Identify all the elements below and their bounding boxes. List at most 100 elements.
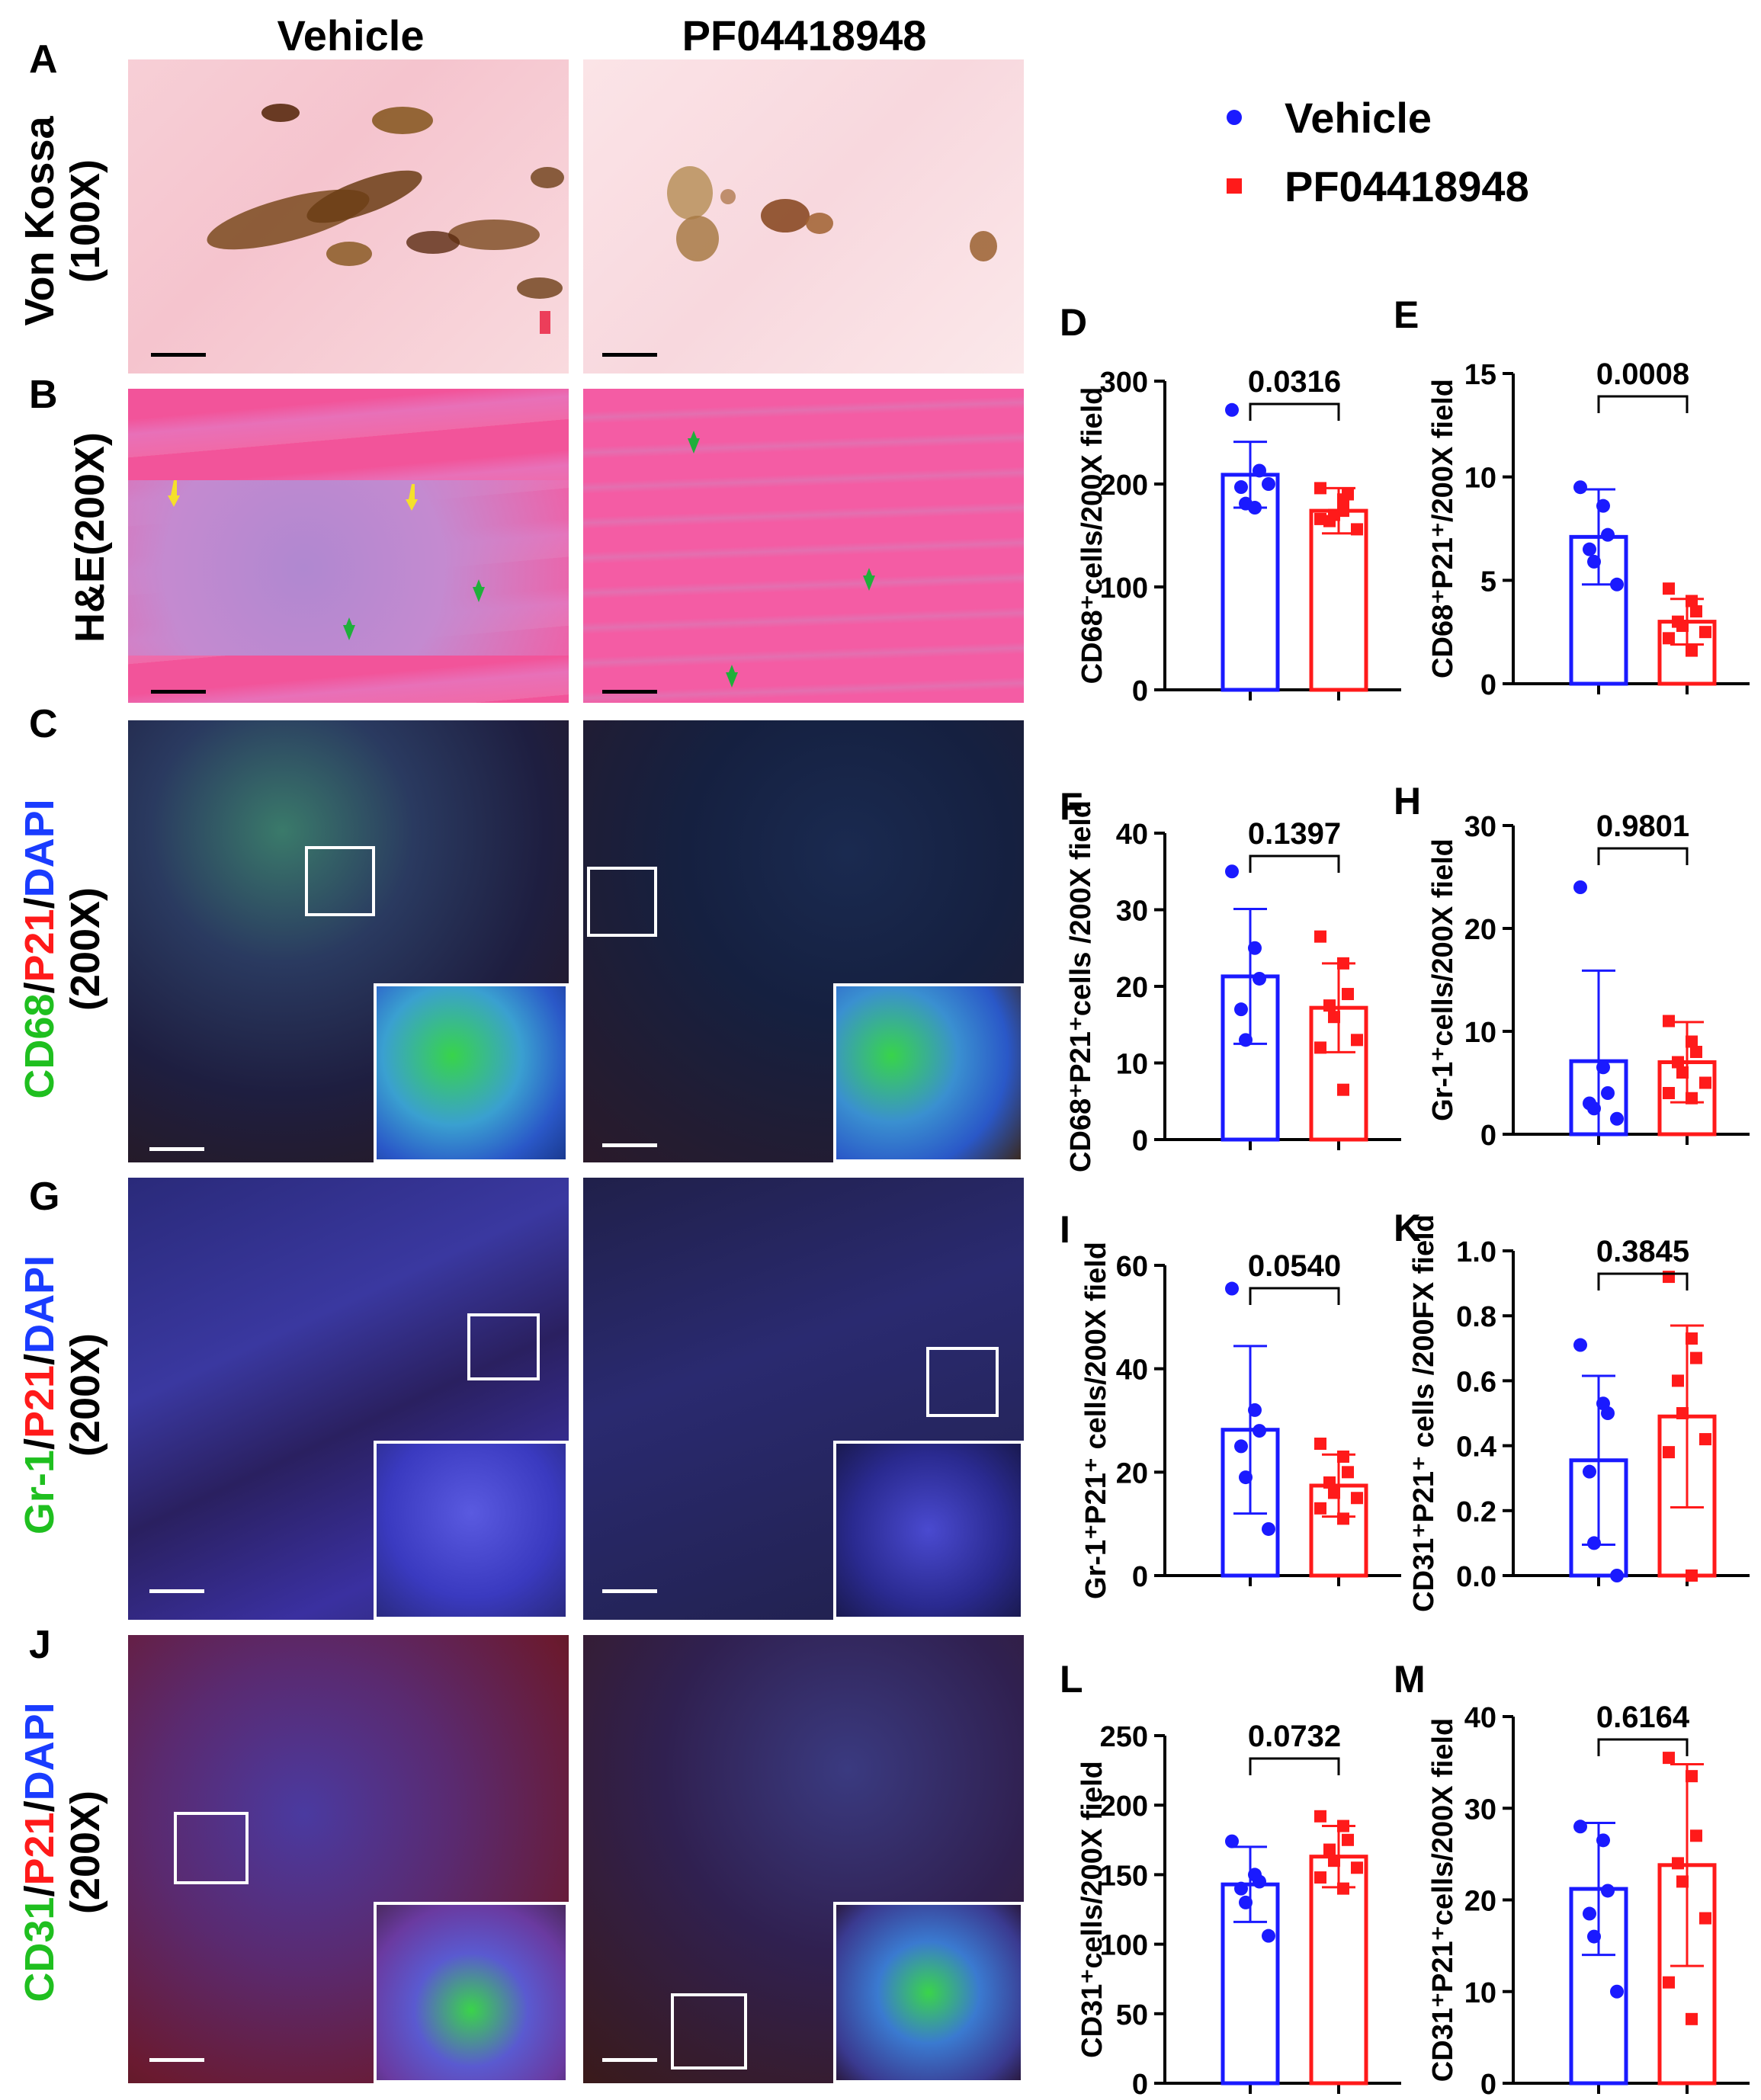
data-point bbox=[1573, 880, 1587, 894]
scale-bar bbox=[602, 2058, 657, 2062]
chart-l: L 0 50 100 150 200 250 CD31⁺cells/200X field 0.0… bbox=[1060, 1658, 1401, 2100]
y-axis-label: CD68⁺cells/200X field bbox=[1076, 387, 1108, 685]
cd31-treated-image bbox=[583, 1635, 1024, 2083]
data-point bbox=[1690, 1829, 1702, 1842]
data-point bbox=[1601, 1086, 1615, 1100]
cd31-treated-inset bbox=[833, 1902, 1024, 2083]
y-tick-label: 0 bbox=[1480, 2069, 1496, 2100]
p-value: 0.0008 bbox=[1596, 357, 1689, 391]
data-point bbox=[1610, 577, 1624, 592]
y-tick-label: 100 bbox=[1100, 572, 1148, 604]
data-point bbox=[1342, 1833, 1354, 1846]
panel-letter: I bbox=[1060, 1208, 1070, 1251]
panel-letter-j: J bbox=[29, 1623, 51, 1667]
data-point bbox=[1676, 620, 1689, 633]
cd68-treated-image bbox=[583, 720, 1024, 1162]
data-point bbox=[1262, 477, 1275, 491]
data-point bbox=[1610, 1111, 1624, 1126]
y-axis-label: CD68⁺P21⁺/200X field bbox=[1427, 379, 1459, 678]
p-value: 0.0732 bbox=[1248, 1720, 1341, 1753]
y-tick-label: 0.2 bbox=[1456, 1496, 1496, 1528]
y-tick-label: 10 bbox=[1464, 463, 1496, 495]
significance-bracket bbox=[1597, 847, 1689, 865]
vonkossa-treated-image bbox=[583, 59, 1024, 374]
scale-bar bbox=[149, 2058, 204, 2062]
data-point bbox=[1587, 1101, 1601, 1116]
data-point bbox=[1328, 1486, 1340, 1499]
data-point bbox=[1573, 1819, 1587, 1834]
vonkossa-vehicle-texture bbox=[207, 104, 564, 334]
panel-letter: H bbox=[1394, 780, 1421, 822]
y-tick-label: 40 bbox=[1116, 819, 1148, 851]
data-point bbox=[1663, 1446, 1675, 1459]
data-point bbox=[1663, 582, 1675, 595]
data-point bbox=[1314, 482, 1326, 495]
y-tick-label: 30 bbox=[1116, 896, 1148, 928]
data-point bbox=[1225, 864, 1239, 879]
scale-bar bbox=[151, 353, 206, 357]
scale-bar bbox=[602, 1143, 657, 1147]
legend-label-vehicle: Vehicle bbox=[1285, 94, 1432, 142]
y-tick-label: 20 bbox=[1464, 914, 1496, 946]
data-point bbox=[1351, 523, 1363, 536]
scale-bar bbox=[602, 353, 657, 357]
data-point bbox=[1253, 971, 1266, 986]
y-tick-label: 10 bbox=[1116, 1049, 1148, 1081]
scale-bar bbox=[149, 1589, 204, 1593]
inset-region-box bbox=[305, 846, 375, 916]
cd31-vehicle-image bbox=[128, 1635, 569, 2083]
data-point bbox=[1690, 1046, 1702, 1058]
data-point bbox=[1663, 1976, 1675, 1989]
y-tick-label: 0.4 bbox=[1456, 1432, 1496, 1464]
panel-letter: E bbox=[1394, 293, 1419, 336]
cd68-vehicle-image bbox=[128, 720, 569, 1162]
data-point bbox=[1239, 1895, 1253, 1909]
y-tick-label: 0 bbox=[1480, 669, 1496, 701]
data-point bbox=[1253, 1874, 1266, 1889]
legend-marker-treated bbox=[1227, 178, 1242, 194]
data-point bbox=[1596, 1833, 1610, 1848]
data-point bbox=[1342, 1466, 1354, 1479]
data-point bbox=[1601, 1406, 1615, 1420]
y-tick-label: 30 bbox=[1464, 1794, 1496, 1826]
he-vehicle-image bbox=[128, 389, 569, 703]
y-tick-label: 200 bbox=[1100, 1791, 1148, 1823]
data-point bbox=[1573, 480, 1587, 495]
data-point bbox=[1686, 1332, 1698, 1345]
scale-bar bbox=[151, 690, 206, 694]
p-value: 0.3845 bbox=[1596, 1235, 1689, 1268]
data-point bbox=[1262, 1521, 1275, 1536]
column-header-vehicle: Vehicle bbox=[277, 11, 425, 59]
data-point bbox=[1663, 1271, 1675, 1284]
significance-bracket bbox=[1249, 1757, 1340, 1775]
he-vehicle-arrows bbox=[168, 480, 485, 640]
data-point bbox=[1686, 1035, 1698, 1048]
data-point bbox=[1686, 1569, 1698, 1582]
data-point bbox=[1690, 605, 1702, 618]
p-value: 0.9801 bbox=[1596, 810, 1689, 843]
cd31-vehicle-inset bbox=[374, 1902, 569, 2083]
panel-letter: L bbox=[1060, 1658, 1083, 1701]
vonkossa-treated-texture bbox=[667, 166, 997, 261]
data-point bbox=[1342, 988, 1354, 1001]
inset-region-box bbox=[926, 1347, 999, 1417]
cd68-treated-inset bbox=[833, 983, 1024, 1162]
scale-bar bbox=[602, 690, 657, 694]
y-tick-label: 20 bbox=[1116, 972, 1148, 1004]
data-point bbox=[1253, 463, 1266, 478]
data-point bbox=[1587, 554, 1601, 569]
data-point bbox=[1690, 1351, 1702, 1364]
significance-bracket bbox=[1597, 1738, 1689, 1756]
y-tick-label: 200 bbox=[1100, 470, 1148, 502]
y-tick-label: 1.0 bbox=[1456, 1236, 1496, 1268]
cd68-vehicle-inset bbox=[374, 983, 569, 1162]
data-point bbox=[1225, 1281, 1239, 1296]
y-tick-label: 60 bbox=[1116, 1251, 1148, 1283]
data-point bbox=[1253, 1424, 1266, 1438]
data-point bbox=[1337, 1512, 1349, 1525]
data-point bbox=[1314, 1502, 1326, 1515]
data-point bbox=[1323, 1476, 1336, 1489]
data-point bbox=[1351, 1861, 1363, 1874]
